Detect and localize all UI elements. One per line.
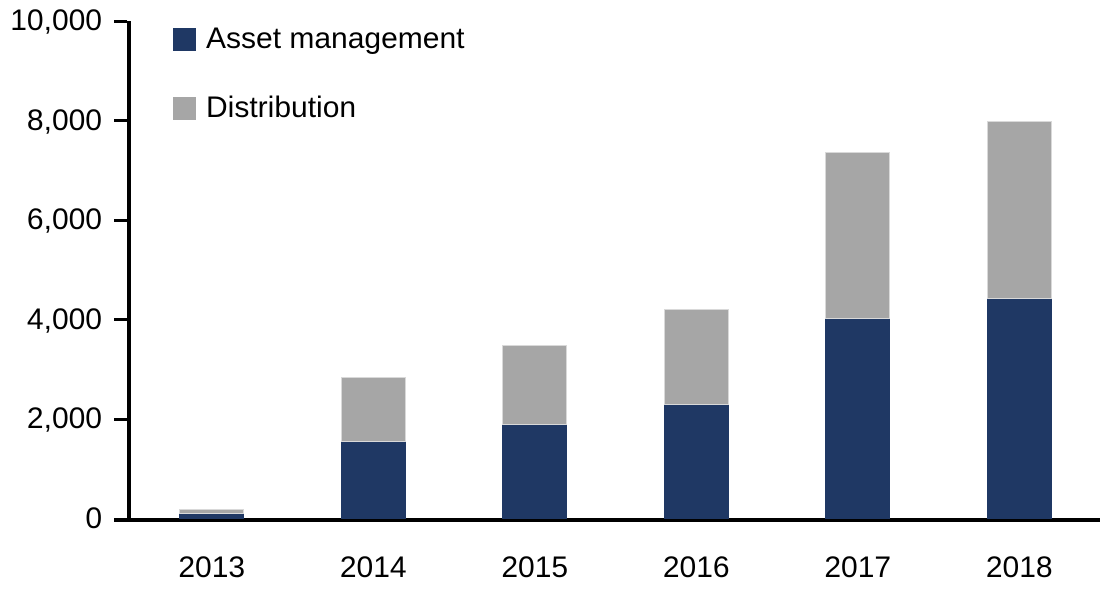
bar-segment-2014-asset-management — [340, 441, 406, 519]
y-axis-tick-label: 6,000 — [26, 203, 102, 237]
x-axis-label: 2016 — [662, 551, 730, 584]
bar-segment-2018-asset-management — [986, 298, 1052, 519]
y-axis-tick-label: 10,000 — [10, 4, 102, 37]
y-axis-tick — [114, 218, 127, 222]
bar-segment-2017-distribution — [825, 151, 891, 319]
legend-label-distribution: Distribution — [206, 91, 357, 124]
y-axis-tick-label: 2,000 — [26, 402, 102, 436]
y-axis-tick — [114, 19, 127, 23]
y-axis-tick-label: 4,000 — [26, 302, 102, 336]
x-axis-label: 2014 — [339, 551, 407, 584]
legend-swatch-asset-management — [173, 27, 196, 51]
y-axis-tick-label: 8,000 — [26, 103, 102, 137]
y-axis-tick — [114, 318, 127, 322]
x-axis-label: 2015 — [501, 551, 569, 584]
x-axis-label: 2017 — [824, 551, 892, 584]
bar-segment-2016-asset-management — [663, 405, 729, 519]
y-axis-line — [127, 21, 131, 522]
legend-item-asset-management: Asset management — [173, 21, 464, 57]
y-axis-tick-label: 0 — [85, 502, 102, 535]
bar-segment-2013-distribution — [179, 509, 245, 514]
legend-item-distribution: Distribution — [173, 90, 356, 126]
bar-segment-2017-asset-management — [825, 318, 891, 519]
bar-segment-2015-asset-management — [502, 425, 568, 519]
y-axis-tick — [114, 417, 127, 421]
bar-segment-2014-distribution — [340, 377, 406, 442]
bar-segment-2015-distribution — [502, 344, 568, 426]
bar-segment-2018-distribution — [986, 120, 1052, 299]
x-axis-label: 2018 — [985, 551, 1053, 584]
y-axis-tick — [114, 119, 127, 123]
legend-swatch-distribution — [173, 96, 196, 120]
x-axis-label: 2013 — [178, 551, 246, 584]
bar-segment-2016-distribution — [663, 308, 729, 406]
x-axis-line — [114, 518, 1100, 522]
legend-label-asset-management: Asset management — [206, 22, 465, 55]
bar-segment-2013-asset-management — [179, 514, 245, 519]
